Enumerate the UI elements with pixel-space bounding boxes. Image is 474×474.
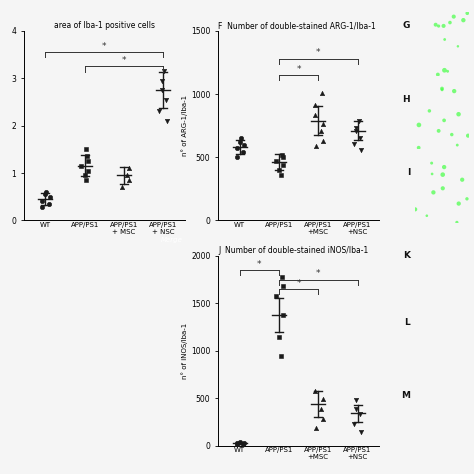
- Point: [317, 405, 325, 412]
- Point: [355, 118, 363, 125]
- Point: [352, 405, 360, 412]
- Point: [272, 292, 280, 300]
- Point: [319, 120, 327, 128]
- Point: [38, 197, 46, 204]
- Text: *: *: [257, 260, 262, 269]
- Point: [237, 135, 245, 142]
- Point: [311, 387, 319, 394]
- Point: [158, 77, 165, 84]
- Point: [233, 441, 241, 448]
- Point: [279, 154, 286, 161]
- Point: [236, 438, 243, 446]
- Point: [155, 108, 163, 115]
- Text: *: *: [316, 269, 320, 278]
- Point: [236, 138, 243, 146]
- Point: [85, 167, 92, 174]
- Y-axis label: n° of iNOS/Iba-1: n° of iNOS/Iba-1: [182, 323, 188, 379]
- Point: [240, 439, 248, 447]
- Point: [319, 415, 327, 423]
- Point: [279, 311, 287, 319]
- Point: [275, 333, 283, 340]
- Point: [279, 162, 287, 169]
- Point: [46, 200, 53, 208]
- Point: [123, 172, 130, 179]
- Point: [319, 395, 327, 403]
- Point: [233, 144, 240, 152]
- Text: J  Number of double-stained iNOS/Iba-1: J Number of double-stained iNOS/Iba-1: [218, 246, 368, 255]
- Text: *: *: [102, 42, 107, 51]
- Point: [350, 420, 357, 428]
- Point: [311, 101, 319, 109]
- Point: [158, 86, 165, 94]
- Text: Merge: Merge: [161, 237, 182, 243]
- Point: [352, 124, 360, 131]
- Point: [162, 96, 170, 103]
- Point: [357, 428, 365, 436]
- Point: [81, 172, 89, 179]
- Text: *: *: [122, 56, 126, 65]
- Point: [84, 157, 92, 165]
- Point: [317, 127, 325, 135]
- Point: [319, 89, 326, 97]
- Point: [46, 193, 54, 201]
- Point: [240, 440, 247, 448]
- Text: *: *: [296, 279, 301, 288]
- Text: H: H: [402, 95, 410, 104]
- Point: [83, 153, 91, 160]
- Point: [163, 117, 171, 125]
- Text: I: I: [407, 168, 410, 177]
- Point: [125, 176, 132, 184]
- Text: *: *: [316, 48, 320, 57]
- Point: [240, 141, 248, 148]
- Text: K: K: [403, 251, 410, 260]
- Point: [275, 166, 283, 173]
- Point: [442, 65, 450, 73]
- Point: [277, 352, 284, 359]
- Point: [277, 171, 284, 179]
- Y-axis label: n° of ARG-1/Iba-1: n° of ARG-1/Iba-1: [182, 95, 188, 156]
- Point: [356, 134, 364, 141]
- Title: area of Iba-1 positive cells: area of Iba-1 positive cells: [54, 21, 155, 30]
- Point: [82, 176, 90, 184]
- Point: [278, 273, 285, 281]
- Point: [312, 142, 320, 150]
- Point: [78, 162, 85, 170]
- Point: [41, 191, 49, 198]
- Point: [352, 128, 360, 135]
- Point: [350, 140, 357, 148]
- Point: [233, 154, 241, 161]
- Point: [278, 152, 285, 159]
- Text: *: *: [296, 64, 301, 73]
- Point: [279, 283, 286, 290]
- Point: [272, 157, 280, 165]
- Point: [357, 146, 365, 154]
- Text: L: L: [404, 318, 410, 327]
- Point: [356, 410, 364, 418]
- Text: F  Number of double-stained ARG-1/Iba-1: F Number of double-stained ARG-1/Iba-1: [218, 21, 376, 30]
- Point: [352, 396, 360, 404]
- Point: [312, 425, 320, 432]
- Point: [39, 203, 46, 211]
- Point: [125, 164, 133, 172]
- Point: [240, 148, 247, 155]
- Point: [319, 137, 327, 145]
- Point: [118, 183, 126, 191]
- Text: M: M: [401, 391, 410, 400]
- Point: [43, 188, 50, 196]
- Text: G: G: [402, 21, 410, 30]
- Point: [311, 112, 319, 119]
- Point: [161, 67, 168, 75]
- Point: [233, 440, 240, 447]
- Point: [82, 146, 90, 153]
